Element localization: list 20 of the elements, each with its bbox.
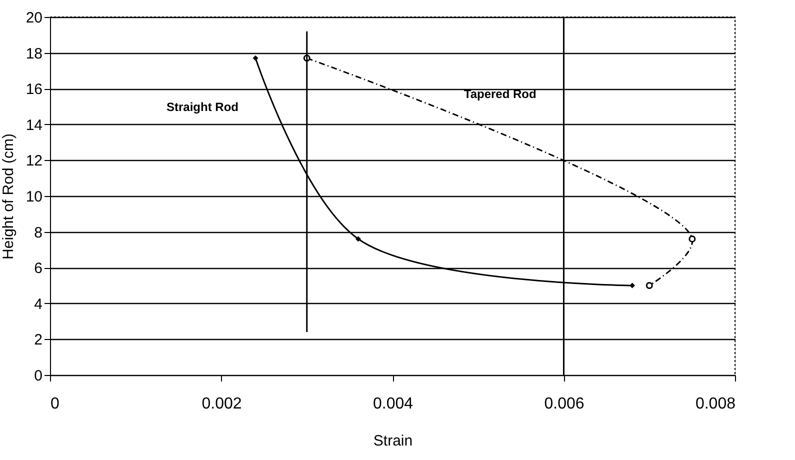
x-tick-label: 0.002 xyxy=(202,396,242,412)
x-tick-label: 0.006 xyxy=(544,396,584,412)
y-tick-label: 18 xyxy=(26,45,42,62)
text: Straight Rod xyxy=(166,100,238,114)
x-axis-title: Strain xyxy=(373,432,413,450)
y-tick-label: 16 xyxy=(26,81,42,98)
y-tick-label: 12 xyxy=(26,152,42,170)
y-tick-label: 10 xyxy=(26,188,42,206)
y-axis-title: Height of Rod (cm) xyxy=(0,134,17,260)
y-tick-label: 2 xyxy=(34,332,42,349)
y-tick-label: 6 xyxy=(34,260,42,278)
y-tick-label: 20 xyxy=(26,10,42,26)
y-tick-label: 8 xyxy=(34,224,42,242)
y-tick-label: 4 xyxy=(34,296,42,313)
x-tick-label: 0.008 xyxy=(695,396,736,412)
x-tick-label: 0 xyxy=(50,396,60,412)
series-label: Tapered Rod xyxy=(464,87,536,102)
x-tick-label: 0.004 xyxy=(372,396,414,412)
y-tick-label: 14 xyxy=(26,116,42,134)
y-tick-label: 0 xyxy=(34,368,42,384)
